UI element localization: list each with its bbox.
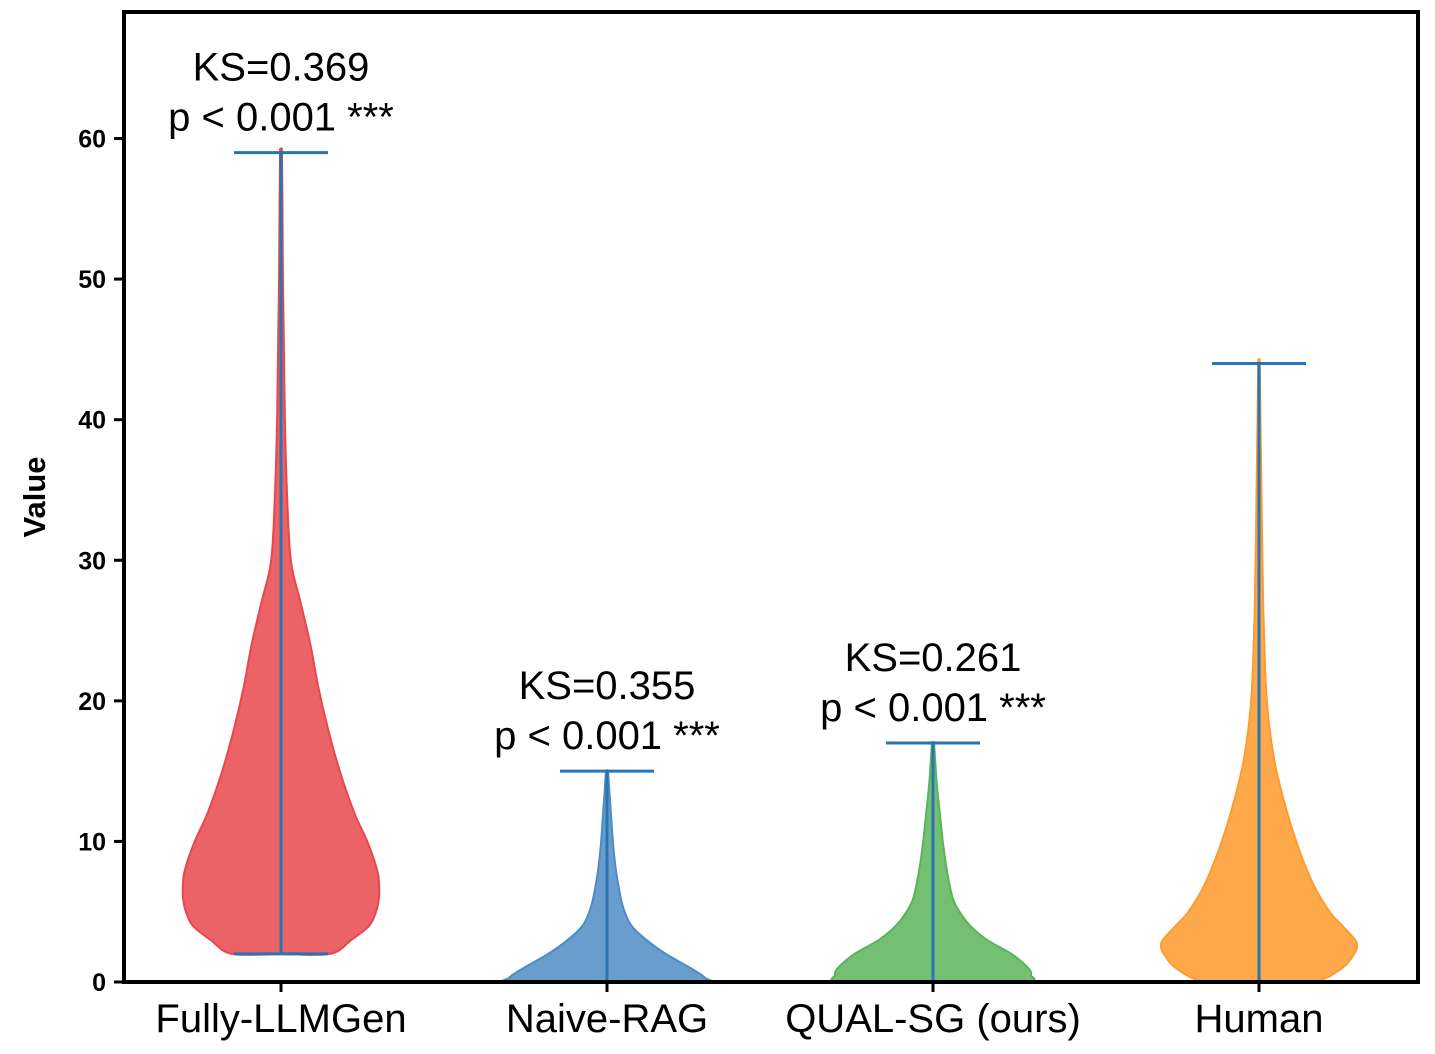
whiskers-layer xyxy=(234,151,1306,984)
y-tick-label: 30 xyxy=(78,547,106,575)
ks-annotation-naive-rag: KS=0.355 xyxy=(519,664,696,708)
x-tick-label-qual-sg-ours: QUAL-SG (ours) xyxy=(785,997,1081,1041)
annotations-layer: KS=0.369 p < 0.001 *** KS=0.355 p < 0.001 *… xyxy=(168,46,1046,759)
ks-annotation-fully-llmgen: KS=0.369 xyxy=(193,46,370,90)
violins-layer xyxy=(181,147,1359,985)
y-tick-label: 40 xyxy=(78,407,106,435)
y-tick-label: 10 xyxy=(78,828,106,856)
x-tick-label-naive-rag: Naive-RAG xyxy=(506,997,708,1041)
y-tick-label: 50 xyxy=(78,266,106,294)
y-tick-label: 20 xyxy=(78,688,106,716)
x-tick-label-fully-llmgen: Fully-LLMGen xyxy=(155,997,406,1041)
y-axis: 0 10 20 30 40 50 60 xyxy=(78,126,124,997)
p-annotation-fully-llmgen: p < 0.001 *** xyxy=(168,96,394,140)
y-tick-label: 60 xyxy=(78,126,106,154)
p-annotation-naive-rag: p < 0.001 *** xyxy=(494,714,720,758)
x-axis: Fully-LLMGen Naive-RAG QUAL-SG (ours) Human xyxy=(155,982,1323,1041)
plot-frame xyxy=(122,10,1420,984)
y-axis-label: Value xyxy=(17,457,52,538)
ks-annotation-qual-sg-ours: KS=0.261 xyxy=(845,636,1022,680)
x-tick-label-human: Human xyxy=(1195,997,1324,1041)
y-tick-label: 0 xyxy=(92,969,106,997)
p-annotation-qual-sg-ours: p < 0.001 *** xyxy=(820,686,1046,730)
